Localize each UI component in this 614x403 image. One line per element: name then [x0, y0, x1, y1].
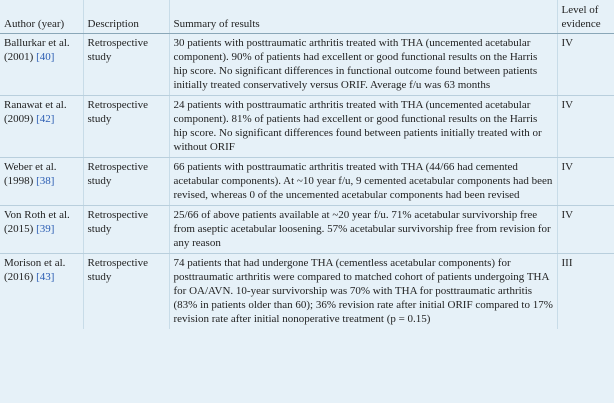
- table-body: Ballurkar et al. (2001) [40] Retrospecti…: [0, 33, 614, 330]
- reference-link[interactable]: [42]: [36, 113, 55, 125]
- author-cell: Morison et al. (2016) [43]: [0, 254, 83, 330]
- reference-link[interactable]: [39]: [36, 223, 55, 235]
- header-row: Author (year) Description Summary of res…: [0, 0, 614, 34]
- summary-cell: 30 patients with posttraumatic arthritis…: [168, 33, 557, 96]
- description-cell: Retrospective study: [82, 95, 169, 158]
- reference-link[interactable]: [38]: [36, 175, 55, 187]
- level-cell: IV: [556, 157, 614, 206]
- reference-link[interactable]: [43]: [36, 271, 55, 283]
- description-cell: Retrospective study: [82, 157, 169, 206]
- level-cell: IV: [556, 205, 614, 254]
- description-cell: Retrospective study: [82, 205, 169, 254]
- header-level: Level of evidence: [556, 0, 614, 34]
- description-cell: Retrospective study: [82, 253, 169, 329]
- summary-cell: 66 patients with posttraumatic arthritis…: [168, 157, 557, 206]
- author-cell: Weber et al. (1998) [38]: [0, 157, 83, 206]
- reference-link[interactable]: [40]: [36, 51, 55, 63]
- summary-cell: 74 patients that had undergone THA (ceme…: [168, 253, 557, 329]
- table-row: Morison et al. (2016) [43] Retrospective…: [0, 253, 614, 330]
- table-row: Ballurkar et al. (2001) [40] Retrospecti…: [0, 33, 614, 96]
- author-name: Ballurkar et al. (2001): [4, 37, 70, 63]
- header-author: Author (year): [0, 0, 83, 34]
- author-cell: Von Roth et al. (2015) [39]: [0, 205, 83, 254]
- header-summary: Summary of results: [168, 0, 557, 34]
- evidence-table: Author (year) Description Summary of res…: [0, 0, 614, 329]
- author-name: Morison et al. (2016): [4, 257, 66, 283]
- level-cell: IV: [556, 95, 614, 158]
- summary-cell: 24 patients with posttraumatic arthritis…: [168, 95, 557, 158]
- author-name: Ranawat et al. (2009): [4, 99, 67, 125]
- summary-cell: 25/66 of above patients available at ~20…: [168, 205, 557, 254]
- author-cell: Ballurkar et al. (2001) [40]: [0, 33, 83, 96]
- table-row: Von Roth et al. (2015) [39] Retrospectiv…: [0, 205, 614, 254]
- author-cell: Ranawat et al. (2009) [42]: [0, 95, 83, 158]
- author-name: Weber et al. (1998): [4, 161, 57, 187]
- header-description: Description: [82, 0, 169, 34]
- author-name: Von Roth et al. (2015): [4, 209, 70, 235]
- level-cell: IV: [556, 33, 614, 96]
- description-cell: Retrospective study: [82, 33, 169, 96]
- level-cell: III: [556, 253, 614, 329]
- table-row: Ranawat et al. (2009) [42] Retrospective…: [0, 95, 614, 158]
- table-row: Weber et al. (1998) [38] Retrospective s…: [0, 157, 614, 206]
- table-header: Author (year) Description Summary of res…: [0, 0, 614, 34]
